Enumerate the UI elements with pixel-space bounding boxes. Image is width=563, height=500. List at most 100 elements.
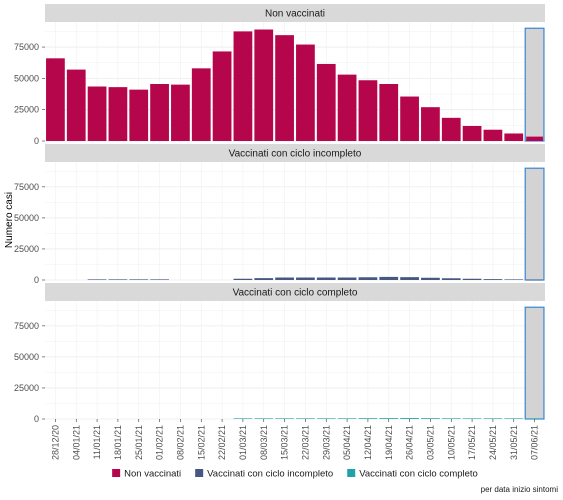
- bar: [441, 117, 461, 141]
- bar: [400, 277, 419, 280]
- bar: [171, 84, 190, 141]
- bar: [421, 418, 440, 419]
- bar: [233, 418, 253, 419]
- y-tick-label: 25000: [14, 105, 39, 115]
- y-tick-label: 0: [34, 414, 39, 424]
- bar: [400, 96, 419, 141]
- bar: [358, 277, 378, 280]
- bar: [337, 418, 357, 419]
- y-tick-label: 75000: [14, 42, 39, 52]
- panel-3: Vaccinati con ciclo completo 0 25000 50000 7…: [14, 283, 545, 424]
- x-tick-label: 26/04/21: [405, 425, 415, 460]
- legend: Non vaccinati Vaccinati con ciclo incompl…: [112, 469, 478, 480]
- bar: [421, 107, 440, 141]
- chart-caption: per data inizio sintomi: [481, 485, 559, 494]
- bar: [150, 84, 169, 141]
- x-tick-label: 10/05/21: [446, 425, 456, 460]
- bar: [254, 29, 274, 141]
- bar: [46, 58, 65, 141]
- legend-key: [347, 469, 356, 477]
- y-tick-label: 50000: [14, 352, 39, 362]
- bar: [87, 86, 107, 141]
- panel-title: Vaccinati con ciclo incompleto: [229, 149, 362, 160]
- x-tick-label: 19/04/21: [384, 425, 394, 460]
- x-tick-label: 07/06/21: [530, 425, 540, 460]
- y-tick-label: 50000: [14, 213, 39, 223]
- y-tick-label: 25000: [14, 244, 39, 254]
- bar: [337, 277, 357, 280]
- bar: [233, 278, 253, 280]
- legend-label: Vaccinati con ciclo completo: [359, 469, 478, 480]
- bar: [316, 418, 336, 419]
- y-tick-label: 0: [34, 136, 39, 146]
- bar: [254, 278, 274, 280]
- legend-label: Vaccinati con ciclo incompleto: [207, 469, 333, 480]
- bar: [441, 418, 461, 419]
- x-tick-label: 01/02/21: [155, 425, 165, 460]
- highlight-bar: [524, 167, 545, 281]
- bar: [379, 84, 399, 141]
- bar: [526, 279, 543, 281]
- bar: [296, 418, 315, 419]
- highlight-bar: [524, 306, 545, 420]
- x-tick-label: 25/01/21: [134, 425, 144, 460]
- bar: [316, 63, 336, 141]
- x-tick-label: 24/05/21: [488, 425, 498, 460]
- bar: [191, 68, 211, 141]
- x-tick-label: 04/01/21: [71, 425, 81, 460]
- panel-2: Vaccinati con ciclo incompleto 0 25000 5000…: [14, 144, 545, 285]
- x-tick-label: 22/02/21: [217, 425, 227, 460]
- y-tick-label: 0: [34, 275, 39, 285]
- y-tick-label: 25000: [14, 383, 39, 393]
- bar: [275, 277, 294, 280]
- bar: [316, 277, 336, 280]
- bar: [87, 279, 107, 280]
- bar: [296, 277, 315, 280]
- x-tick-label: 28/12/20: [50, 425, 60, 460]
- bar: [275, 418, 294, 419]
- bar: [358, 418, 378, 419]
- bar: [66, 69, 86, 141]
- bar: [483, 418, 503, 419]
- bar: [129, 89, 149, 141]
- bar: [358, 80, 378, 141]
- bar: [421, 277, 440, 280]
- panel-strip: [45, 283, 545, 301]
- x-tick-label: 12/04/21: [363, 425, 373, 460]
- bar: [441, 278, 461, 280]
- x-tick-label: 05/04/21: [342, 425, 352, 460]
- panel-title: Non vaccinati: [265, 9, 325, 20]
- bar: [379, 418, 399, 419]
- x-axis: 28/12/20 04/01/21 11/01/21 18/01/21 25/01/21…: [50, 419, 540, 460]
- bar: [504, 418, 524, 419]
- legend-label: Non vaccinati: [124, 469, 181, 480]
- bar: [504, 279, 524, 280]
- bar: [400, 418, 419, 419]
- bar: [129, 279, 149, 280]
- panel-strip: [45, 4, 545, 22]
- x-tick-label: 17/05/21: [467, 425, 477, 460]
- y-axis-title: Numero casi: [4, 192, 15, 248]
- y-tick-label: 50000: [14, 73, 39, 83]
- x-tick-label: 15/02/21: [196, 425, 206, 460]
- bar: [379, 276, 399, 280]
- bar: [254, 418, 274, 419]
- bar: [462, 125, 482, 141]
- bar: [483, 279, 503, 280]
- x-tick-label: 15/03/21: [280, 425, 290, 460]
- bar: [504, 133, 524, 141]
- y-tick-label: 75000: [14, 182, 39, 192]
- x-tick-label: 22/03/21: [300, 425, 310, 460]
- x-tick-label: 11/01/21: [92, 425, 102, 459]
- x-tick-label: 08/03/21: [259, 425, 269, 460]
- x-tick-label: 29/03/21: [321, 425, 331, 460]
- bar: [462, 418, 482, 419]
- panel-1: Non vaccinati 0 25000 50000 75000: [14, 4, 545, 146]
- x-tick-label: 08/02/21: [175, 425, 185, 460]
- bar: [108, 279, 128, 280]
- bar: [526, 136, 543, 141]
- bar: [150, 279, 169, 280]
- bar: [462, 278, 482, 280]
